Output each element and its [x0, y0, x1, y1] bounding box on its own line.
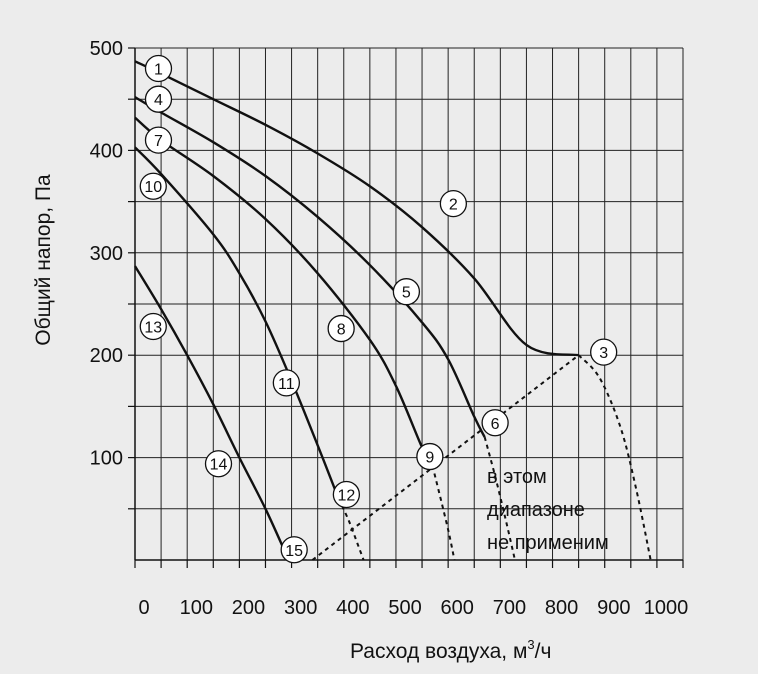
marker-circle — [139, 172, 167, 200]
axes — [128, 47, 684, 568]
x-tick-label: 800 — [545, 597, 578, 619]
curve-marker-7: 7 — [144, 126, 173, 154]
curve-marker-11: 11 — [272, 369, 301, 397]
marker-label: 15 — [285, 543, 303, 560]
x-tick-label: 700 — [493, 597, 526, 619]
marker-circle — [280, 536, 308, 564]
marker-label: 7 — [154, 133, 163, 150]
curve-marker-5: 5 — [392, 278, 421, 306]
marker-label: 14 — [210, 457, 228, 474]
x-tick-label: 400 — [336, 597, 369, 619]
y-axis-label: Общий напор, Па — [32, 174, 55, 346]
y-tick-label: 200 — [90, 345, 123, 367]
grid — [134, 47, 684, 560]
curve-marker-1: 1 — [144, 54, 173, 83]
marker-circle — [590, 338, 618, 366]
marker-circle — [272, 369, 301, 397]
marker-circle — [332, 480, 361, 509]
marker-circle — [139, 312, 167, 341]
x-tick-label: 200 — [232, 597, 265, 619]
x-axis-label-suffix: /ч — [535, 640, 552, 663]
curve-marker-10: 10 — [139, 172, 167, 200]
y-tick-label: 400 — [90, 140, 123, 162]
marker-label: 13 — [144, 320, 162, 337]
performance-curve-3 — [134, 116, 434, 467]
curve-marker-15: 15 — [280, 536, 308, 564]
marker-circle — [416, 442, 444, 471]
marker-label: 9 — [425, 450, 434, 467]
performance-curve-1 — [134, 60, 579, 357]
x-tick-label: 900 — [597, 597, 630, 619]
curve-marker-4: 4 — [144, 85, 173, 113]
marker-label: 6 — [491, 416, 500, 433]
annotation-line-2: диапазоне — [487, 499, 585, 521]
marker-label: 12 — [337, 487, 355, 504]
x-axis-label-superscript: 3 — [527, 637, 534, 652]
dashed-curve-extension-3 — [431, 465, 456, 561]
marker-label: 5 — [402, 285, 411, 302]
curve-marker-9: 9 — [416, 442, 444, 471]
marker-circle — [392, 278, 421, 306]
marker-circle — [144, 126, 173, 154]
marker-circle — [481, 409, 509, 437]
x-axis-label: Расход воздуха, м3/ч — [350, 637, 551, 663]
marker-label: 4 — [154, 92, 163, 109]
x-tick-label: 500 — [388, 597, 421, 619]
annotation-line-3: не применим — [487, 532, 609, 554]
performance-curve-5 — [133, 265, 288, 556]
marker-label: 10 — [144, 179, 162, 196]
dashed-curves — [337, 354, 652, 561]
marker-circle — [439, 189, 468, 218]
y-tick-label: 500 — [90, 38, 123, 60]
marker-circle — [204, 450, 233, 478]
marker-label: 2 — [449, 197, 458, 214]
x-axis-label-main: Расход воздуха, м — [350, 640, 527, 663]
dashed-curve-extension-4 — [337, 498, 365, 561]
marker-circle — [327, 314, 355, 343]
y-tick-label: 100 — [90, 448, 123, 470]
curve-marker-14: 14 — [204, 450, 233, 478]
marker-label: 8 — [337, 322, 346, 339]
curve-marker-6: 6 — [481, 409, 509, 437]
marker-label: 11 — [278, 376, 295, 393]
curve-marker-2: 2 — [439, 189, 468, 218]
curve-marker-12: 12 — [332, 480, 361, 509]
x-tick-label: 0 — [139, 597, 150, 619]
curve-marker-13: 13 — [139, 312, 167, 341]
performance-curve-4 — [134, 146, 340, 499]
x-tick-label: 1000 — [644, 597, 689, 619]
y-tick-label: 300 — [90, 243, 123, 265]
x-tick-label: 600 — [441, 597, 474, 619]
x-tick-label: 100 — [180, 597, 213, 619]
performance-curve-2 — [134, 96, 486, 438]
annotation-line-1: в этом — [487, 466, 547, 488]
marker-label: 1 — [154, 61, 163, 78]
curve-marker-8: 8 — [327, 314, 355, 343]
curve-marker-3: 3 — [590, 338, 618, 366]
marker-circle — [144, 54, 173, 83]
dashed-curve-extension-2 — [483, 436, 516, 561]
tick-labels: 100 200 300 400 500 0 100 200 300 400 500 600 700 800… — [90, 38, 689, 619]
marker-label: 3 — [599, 345, 608, 362]
x-tick-label: 300 — [284, 597, 317, 619]
marker-circle — [144, 85, 173, 113]
performance-curves — [133, 60, 579, 556]
